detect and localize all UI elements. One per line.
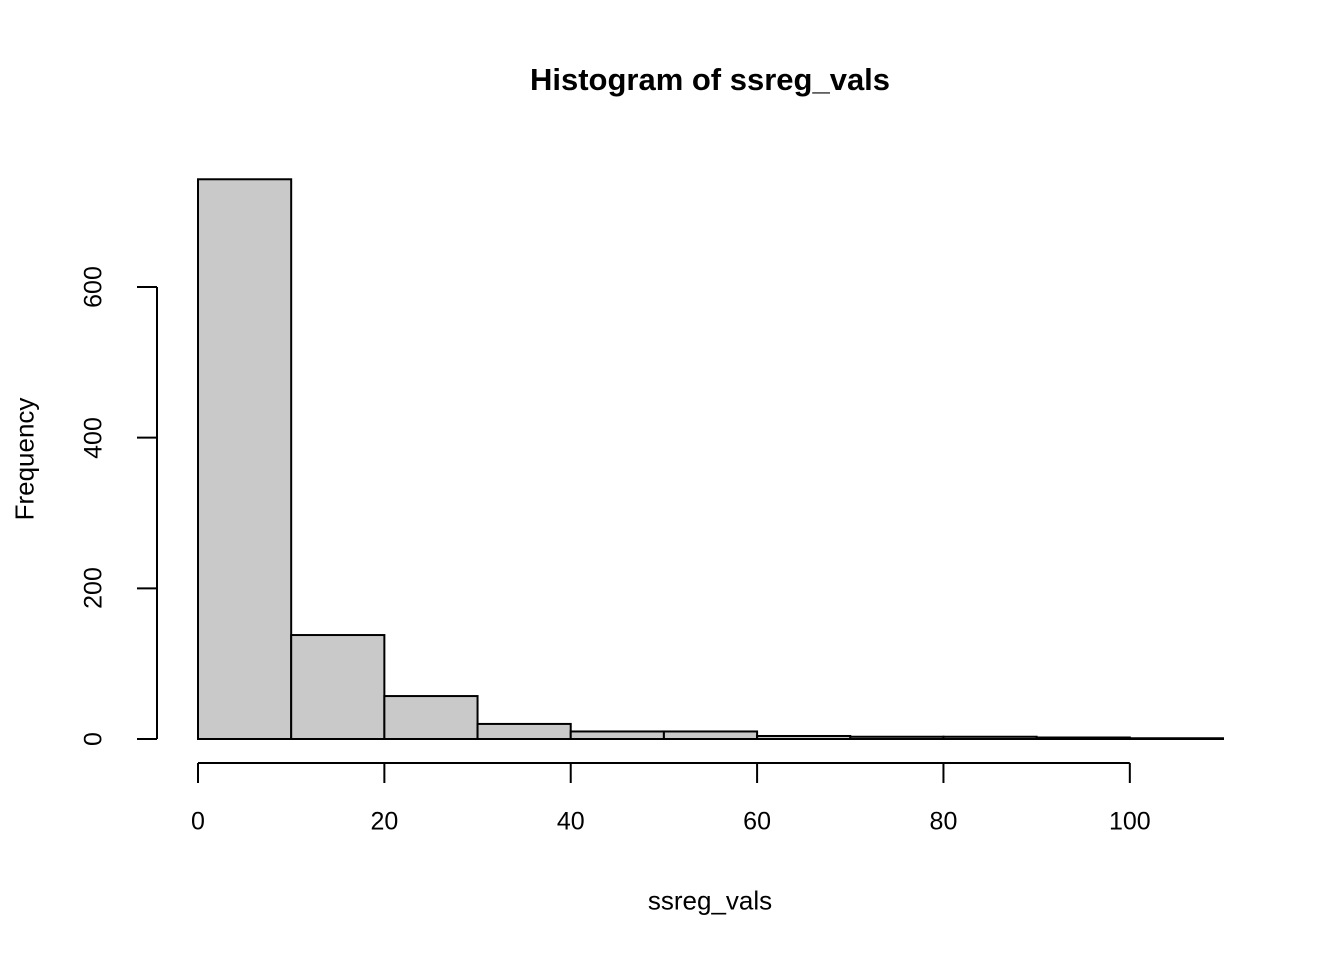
histogram-bar <box>197 178 293 740</box>
x-tick-label: 40 <box>556 807 585 836</box>
histogram-bar <box>383 695 479 740</box>
histogram-bar <box>1035 736 1131 741</box>
histogram-bar <box>942 735 1038 740</box>
x-tick-label: 100 <box>1108 807 1151 836</box>
histogram-bar <box>569 730 665 740</box>
y-tick-label: 0 <box>79 732 108 746</box>
histogram-bar <box>1128 737 1225 740</box>
y-axis-label: Frequency <box>9 397 40 521</box>
x-axis-label: ssreg_vals <box>647 885 773 916</box>
histogram-bar <box>756 734 852 741</box>
x-tick-label: 80 <box>929 807 958 836</box>
histogram-bar <box>476 722 572 741</box>
y-tick-label: 400 <box>79 416 108 459</box>
y-tick-label: 600 <box>79 266 108 308</box>
x-tick-label: 60 <box>743 807 771 836</box>
chart-title: Histogram of ssreg_vals <box>529 62 891 97</box>
x-tick-label: 20 <box>370 807 399 836</box>
histogram-bar <box>662 730 759 740</box>
histogram-bar <box>849 735 945 740</box>
y-tick-label: 200 <box>79 567 108 610</box>
histogram-bar <box>290 634 386 741</box>
x-tick-label: 0 <box>191 807 205 836</box>
